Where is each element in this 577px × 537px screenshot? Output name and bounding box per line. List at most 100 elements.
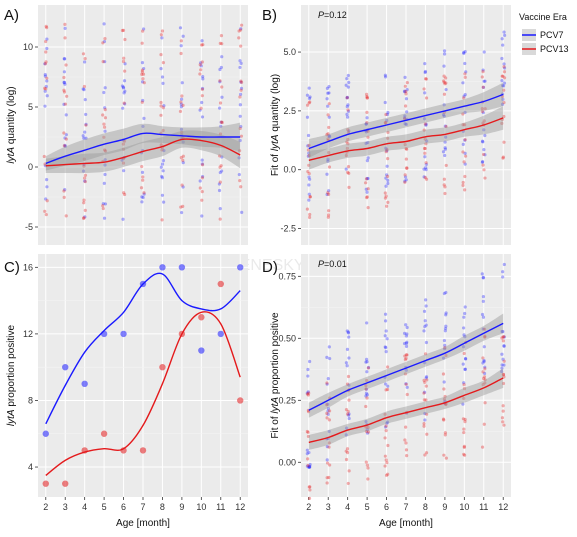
scatter-point [365,96,369,100]
scatter-point [385,420,390,424]
scatter-point [502,375,506,379]
scatter-point [424,77,428,81]
scatter-point [84,136,88,140]
x-tick-label: 3 [326,502,331,512]
panel-a: -5 0 5 10 A) lytA quantity (log) [4,5,248,245]
scatter-point [502,76,507,80]
scatter-point [383,464,387,468]
scatter-point [424,123,428,127]
scatter-point [404,89,408,94]
scatter-point [444,313,448,317]
scatter-point [483,335,487,339]
scatter-point [365,92,369,96]
scatter-point [442,49,447,53]
scatter-point [326,132,330,136]
scatter-point [481,356,485,360]
scatter-point [42,154,46,159]
scatter-point [161,81,165,85]
scatter-point [65,94,69,98]
scatter-point [237,149,242,153]
scatter-point [120,158,124,162]
scatter-point [385,365,390,369]
scatter-point [328,356,332,361]
legend-label-pcv7: PCV7 [540,30,564,40]
scatter-point [500,329,504,334]
scatter-point [327,102,331,106]
scatter-point [200,115,205,119]
scatter-point [140,68,145,72]
scatter-point [162,148,166,153]
scatter-point [306,410,311,414]
scatter-point [81,216,86,220]
scatter-point [200,94,204,98]
scatter-point [501,381,506,386]
scatter-point [159,113,163,117]
scatter-point [43,164,47,168]
scatter-point [121,59,126,64]
scatter-point [219,164,223,168]
scatter-point [306,457,310,461]
scatter-point [384,329,388,333]
scatter-point [347,356,351,360]
scatter-point [501,270,505,274]
scatter-point [83,97,87,102]
scatter-point [325,86,330,90]
scatter-point [442,64,446,68]
scatter-point [45,37,49,41]
scatter-point [306,430,310,434]
scatter-point [325,192,329,197]
scatter-point [83,57,87,61]
scatter-point [443,343,447,347]
scatter-point [481,140,485,144]
scatter-point [327,409,332,413]
scatter-point [326,104,330,108]
fit-line-pcv13 [308,117,504,161]
fit-line-pcv13 [45,311,241,476]
scatter-point [121,106,125,110]
scatter-point [443,191,447,196]
data-point-pcv13 [178,330,186,338]
scatter-point [238,59,242,63]
scatter-point [500,56,504,61]
scatter-point [422,378,426,382]
scatter-point [83,176,87,180]
y-axis-title: lytA proportion positive [6,324,17,426]
scatter-point [405,147,409,151]
scatter-point [384,388,388,392]
scatter-point [384,382,388,386]
scatter-point [366,176,370,181]
scatter-point [326,412,330,416]
scatter-point [84,123,88,127]
scatter-point [462,51,466,55]
scatter-point [500,83,505,88]
scatter-point [140,195,144,199]
legend-entry-pcv7: PCV7 [522,29,564,41]
scatter-point [481,275,485,279]
scatter-point [63,136,67,140]
scatter-point [200,60,204,64]
scatter-point [217,182,222,186]
scatter-point [345,77,349,81]
data-point-pcv7 [159,264,166,271]
scatter-point [220,85,224,89]
scatter-point [240,210,244,214]
scatter-point [444,324,448,328]
scatter-point [307,450,311,455]
scatter-point [62,75,66,80]
scatter-point [365,396,369,400]
scatter-point [179,97,184,101]
scatter-point [365,110,369,114]
scatter-point [159,100,163,105]
scatter-point [482,119,486,123]
scatter-point [123,89,127,93]
scatter-point [308,212,312,217]
scatter-point [220,95,224,99]
scatter-point [423,91,427,95]
scatter-point [220,120,224,125]
scatter-point [307,391,311,395]
scatter-point [141,29,145,33]
scatter-point [84,122,88,126]
scatter-point [481,383,485,387]
scatter-point [424,384,428,388]
scatter-point [364,122,368,126]
